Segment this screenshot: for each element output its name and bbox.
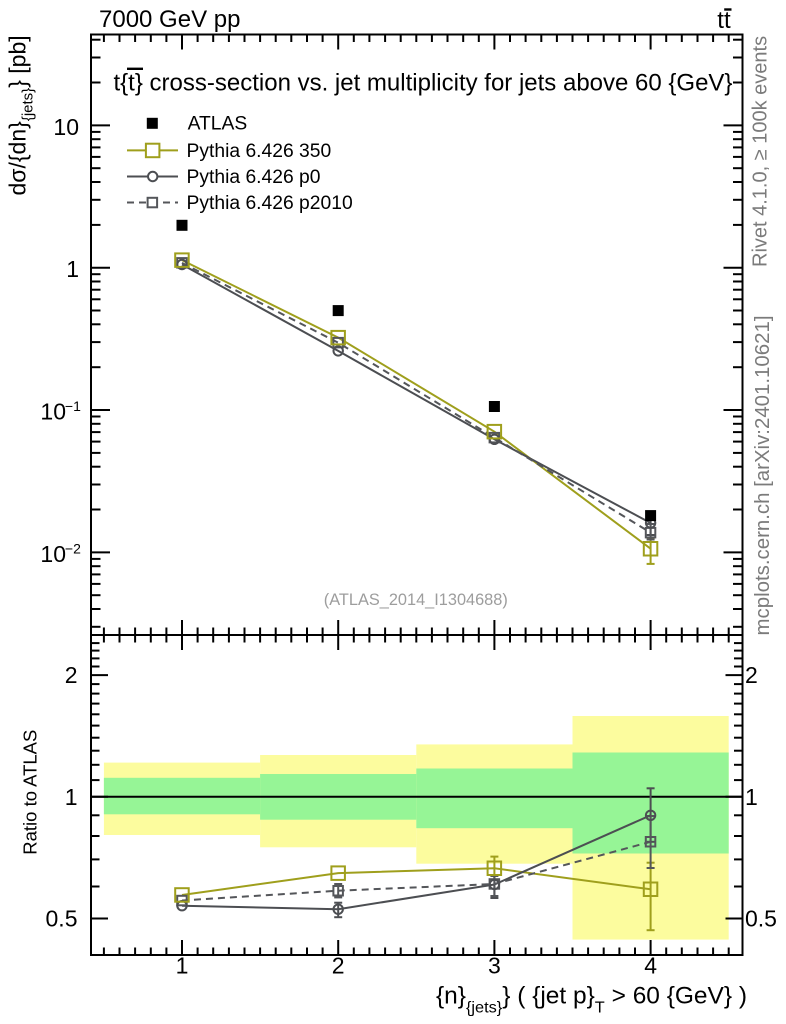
svg-text:−1: −1 xyxy=(65,398,81,414)
svg-text:tt: tt xyxy=(717,7,731,34)
svg-text:2: 2 xyxy=(332,953,345,979)
svg-text:Pythia 6.426 p2010: Pythia 6.426 p2010 xyxy=(187,193,353,214)
svg-text:Ratio to ATLAS: Ratio to ATLAS xyxy=(20,730,41,855)
svg-text:1: 1 xyxy=(745,784,758,810)
svg-text:10: 10 xyxy=(53,114,79,140)
svg-text:dσ/{dn}{jets}} [pb]: dσ/{dn}{jets}} [pb] xyxy=(5,35,37,195)
svg-text:−2: −2 xyxy=(65,540,81,556)
svg-text:Pythia 6.426 p0: Pythia 6.426 p0 xyxy=(187,167,321,188)
svg-text:10: 10 xyxy=(40,399,66,425)
svg-text:0.5: 0.5 xyxy=(46,906,78,932)
svg-text:2: 2 xyxy=(65,662,78,688)
svg-text:2: 2 xyxy=(745,662,758,688)
svg-text:0.5: 0.5 xyxy=(745,906,777,932)
svg-text:Rivet 4.1.0, ≥ 100k events: Rivet 4.1.0, ≥ 100k events xyxy=(750,36,772,267)
svg-text:1: 1 xyxy=(65,784,78,810)
svg-text:10: 10 xyxy=(40,541,66,567)
svg-text:(ATLAS_2014_I1304688): (ATLAS_2014_I1304688) xyxy=(324,590,508,609)
svg-text:ATLAS: ATLAS xyxy=(188,114,248,135)
svg-text:1: 1 xyxy=(66,256,79,282)
svg-text:mcplots.cern.ch [arXiv:2401.10: mcplots.cern.ch [arXiv:2401.10621] xyxy=(752,316,774,636)
svg-text:Pythia 6.426 350: Pythia 6.426 350 xyxy=(187,141,332,162)
svg-text:3: 3 xyxy=(488,953,501,979)
svg-text:4: 4 xyxy=(644,953,657,979)
svg-text:1: 1 xyxy=(176,953,189,979)
svg-text:7000 GeV pp: 7000 GeV pp xyxy=(99,6,240,33)
svg-text:t{t} cross-section vs. jet mul: t{t} cross-section vs. jet multiplicity … xyxy=(114,70,733,97)
